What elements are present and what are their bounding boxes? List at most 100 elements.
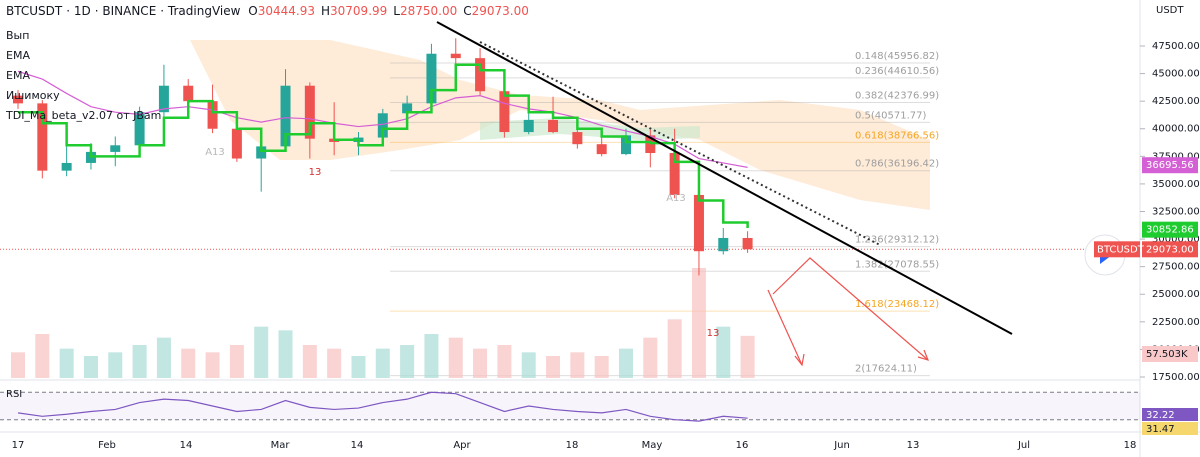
volume-bar	[570, 352, 585, 378]
volume-bar	[619, 348, 633, 378]
x-tick-label: 14	[180, 440, 193, 451]
ohlc-key: H	[320, 4, 331, 18]
arrow	[772, 257, 929, 361]
candle-body	[718, 237, 729, 252]
volume-bar	[521, 352, 536, 378]
price-badge	[1142, 221, 1198, 238]
fib-label: 1.382(27078.55)	[855, 259, 939, 270]
candle-body	[523, 119, 534, 133]
rsi-line	[17, 391, 748, 422]
y-tick-label: 37500.00	[1152, 151, 1200, 162]
fib-label: 0.786(36196.42)	[855, 159, 939, 170]
volume-bar	[497, 345, 512, 378]
annotation: 13	[309, 167, 322, 178]
volume-bar	[83, 356, 98, 378]
volume-bar	[667, 319, 682, 378]
candle-body	[377, 113, 388, 138]
trend-line	[436, 21, 1013, 335]
fib-label: 0.236(44610.56)	[855, 66, 939, 77]
volume-bar	[375, 348, 390, 378]
price-badge	[1142, 157, 1198, 174]
volume-bar	[327, 348, 342, 378]
candle-body	[742, 237, 753, 250]
candle-body	[110, 145, 121, 152]
arrowhead	[794, 353, 805, 367]
candle-body	[207, 101, 218, 129]
volume-bar	[278, 330, 293, 378]
x-tick-label: Feb	[98, 440, 116, 451]
volume-bar	[181, 348, 196, 378]
y-tick-label: 27500.00	[1152, 262, 1200, 273]
price-badge-label: 36695.56	[1146, 160, 1194, 171]
series-line	[18, 63, 749, 229]
indicator-name: EMA	[6, 49, 30, 62]
candle-body	[231, 128, 242, 159]
indicator-name: Вып	[6, 29, 30, 42]
y-tick-label: 22500.00	[1152, 317, 1200, 328]
candle-body	[37, 103, 48, 171]
x-tick-label: 13	[907, 440, 920, 451]
volume-bar	[254, 326, 269, 378]
fib-label: 0.618(38766.56)	[855, 130, 939, 141]
candle-body	[13, 95, 23, 104]
arrowhead	[917, 349, 930, 361]
candle-body	[475, 58, 486, 92]
price-badge	[1142, 241, 1198, 258]
ohlc-key: C	[463, 4, 472, 18]
volume-bar	[473, 348, 488, 378]
interval: 1D	[73, 4, 91, 18]
series-line	[17, 70, 748, 168]
x-tick-label: Jun	[833, 440, 850, 451]
x-tick-label: May	[642, 440, 663, 451]
fib-label: 1.618(23468.12)	[855, 299, 939, 310]
arrow	[767, 289, 803, 366]
rsi-band	[0, 392, 1140, 420]
candle-body	[450, 53, 461, 59]
candle-body	[596, 144, 607, 155]
y-tick-label: 42500.00	[1152, 96, 1200, 107]
candle-body	[256, 146, 267, 159]
indicator-name: EMA	[6, 69, 30, 82]
candle-body	[499, 91, 510, 133]
fib-label: 0.382(42376.99)	[855, 91, 939, 102]
ohlc-value: 28750.00	[399, 4, 458, 18]
rsi-badge	[1142, 408, 1198, 421]
annotation: A13	[205, 147, 225, 158]
currency-label: USDT	[1156, 5, 1184, 16]
rsi-badge	[1142, 422, 1198, 435]
volume-bar	[740, 335, 755, 378]
x-tick-label: Jul	[1017, 440, 1030, 451]
candle-body	[183, 85, 194, 102]
volume-bar	[400, 345, 415, 378]
x-tick-label: 18	[566, 440, 579, 451]
ichimoku-cloud	[190, 40, 930, 210]
volume-bar	[35, 334, 50, 378]
candle-body	[61, 162, 72, 171]
symbol: BTCUSDT	[6, 4, 63, 18]
candle-body	[402, 103, 413, 114]
volume-bar	[11, 352, 25, 378]
candle-body	[158, 85, 169, 113]
x-tick-label: 14	[351, 440, 364, 451]
candle-body	[621, 135, 631, 155]
symbol-badge	[1094, 241, 1140, 258]
candle-body	[134, 112, 145, 146]
x-tick-label: Mar	[271, 440, 291, 451]
y-tick-label: 30000.00	[1152, 234, 1200, 245]
plot: 0.148(45956.82) 0.236(44610.56) 0.382(4237…	[0, 38, 1140, 422]
symbol-badge-label: BTCUSDT	[1097, 244, 1145, 255]
rsi-badge-label: 32.22	[1146, 410, 1175, 421]
annotation: 13	[707, 328, 720, 339]
ohlc-key: O	[248, 4, 258, 18]
volume-bar	[691, 268, 706, 378]
volume-bar	[643, 337, 658, 378]
volume-badge	[1142, 346, 1198, 362]
ohlc-value: 30709.99	[330, 4, 388, 18]
candle-body	[572, 132, 583, 145]
candle-body	[304, 85, 315, 139]
volume-bar	[351, 356, 366, 378]
volume-bar	[546, 356, 561, 378]
price-badge-label: 29073.00	[1146, 244, 1194, 255]
